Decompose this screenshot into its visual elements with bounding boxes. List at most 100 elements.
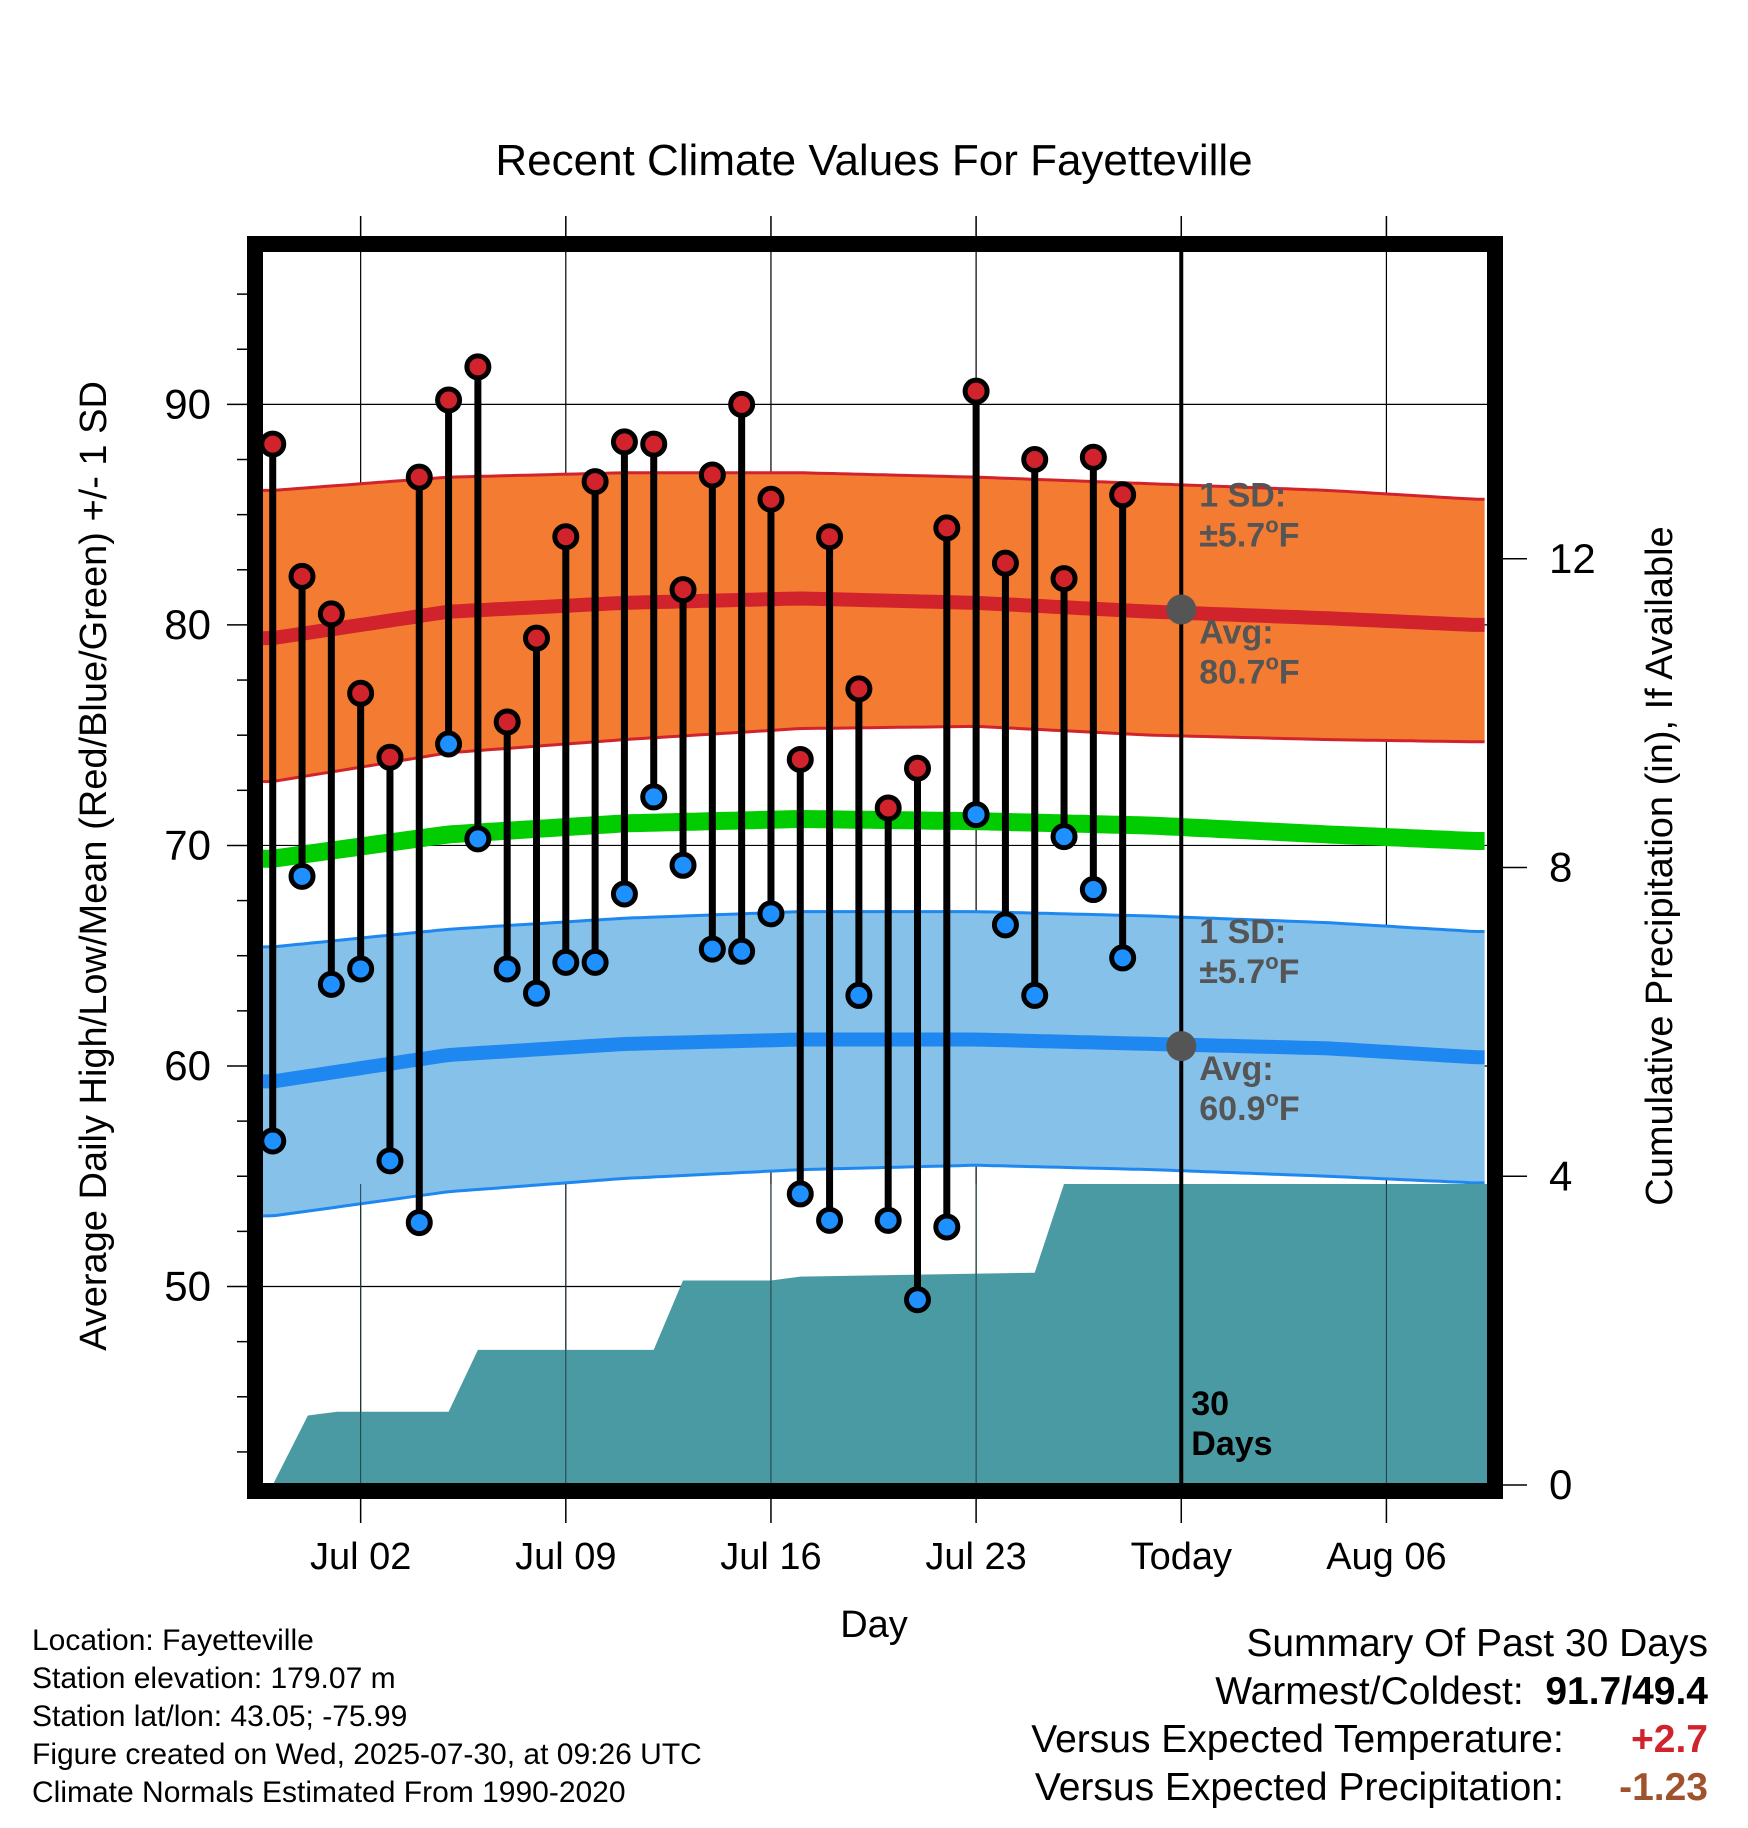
daily-low-point xyxy=(1079,876,1107,904)
info-normals: Climate Normals Estimated From 1990-2020 xyxy=(32,1776,626,1809)
y-tick-label: 90 xyxy=(164,380,211,427)
daily-high-point xyxy=(698,461,726,489)
plot-content xyxy=(261,250,1489,1485)
daily-high-point xyxy=(435,386,463,414)
plot-frame xyxy=(247,236,1503,1499)
daily-high-point xyxy=(1050,565,1078,593)
station-info: Location: Fayetteville Station elevation… xyxy=(32,1622,702,1812)
x-axis-label: Day xyxy=(840,1604,908,1646)
y-tick-label: 70 xyxy=(164,821,211,868)
temp-label: Versus Expected Temperature: xyxy=(1031,1718,1564,1761)
low-avg-annotation-1: 60.9oF xyxy=(1199,1086,1299,1128)
warm-cold-value: 91.7/49.4 xyxy=(1545,1670,1708,1713)
daily-high-point xyxy=(610,428,638,456)
y-tick-label: 50 xyxy=(164,1263,211,1310)
daily-low-point xyxy=(1109,944,1137,972)
daily-high-point xyxy=(991,549,1019,577)
daily-high-point xyxy=(288,562,316,590)
daily-low-point xyxy=(261,1127,287,1155)
daily-high-point xyxy=(552,523,580,551)
high-avg-today-marker xyxy=(1166,594,1197,625)
daily-low-point xyxy=(991,911,1019,939)
daily-low-point xyxy=(347,955,375,983)
daily-low-point xyxy=(1050,823,1078,851)
high-sd-lower-edge xyxy=(261,724,1485,783)
x-tick-label: Jul 09 xyxy=(515,1536,616,1578)
low-sd-annotation-1: ±5.7oF xyxy=(1199,949,1299,991)
y2-tick-label: 4 xyxy=(1549,1152,1572,1199)
daily-high-point xyxy=(816,523,844,551)
daily-high-point xyxy=(845,675,873,703)
precip-label: Versus Expected Precipitation: xyxy=(1034,1766,1564,1809)
y2-tick-label: 12 xyxy=(1549,535,1596,582)
daily-low-point xyxy=(464,825,492,853)
daily-low-point xyxy=(816,1206,844,1234)
daily-high-point xyxy=(903,754,931,782)
x-tick-label: Jul 23 xyxy=(925,1536,1026,1578)
precip-label-line1: 30 xyxy=(1191,1385,1229,1423)
daily-low-point xyxy=(493,955,521,983)
daily-low-point xyxy=(874,1206,902,1234)
daily-low-point xyxy=(903,1286,931,1314)
daily-low-point xyxy=(522,979,550,1007)
x-tick-label: Jul 16 xyxy=(720,1536,821,1578)
daily-low-point xyxy=(581,948,609,976)
x-tick-label: Aug 06 xyxy=(1326,1536,1446,1578)
daily-low-point xyxy=(317,970,345,998)
daily-high-point xyxy=(1021,446,1049,474)
daily-high-point xyxy=(405,463,433,491)
daily-low-point xyxy=(757,900,785,928)
high-avg-annotation-0: Avg: xyxy=(1199,613,1273,651)
high-sd-upper-edge xyxy=(261,471,1485,501)
y2-tick-label: 8 xyxy=(1549,844,1572,891)
daily-high-point xyxy=(1109,481,1137,509)
low-sd-upper-edge xyxy=(261,910,1485,949)
info-created: Figure created on Wed, 2025-07-30, at 09… xyxy=(32,1738,702,1771)
daily-low-point xyxy=(728,937,756,965)
daily-low-point xyxy=(933,1213,961,1241)
x-tick-label: Jul 02 xyxy=(310,1536,411,1578)
y2-tick-label: 0 xyxy=(1549,1461,1572,1508)
info-elevation: Station elevation: 179.07 m xyxy=(32,1662,396,1695)
summary-warm-cold: Warmest/Coldest: 91.7/49.4 xyxy=(1031,1668,1708,1716)
summary-temp: Versus Expected Temperature: +2.7 xyxy=(1031,1716,1708,1764)
high-avg-annotation-1: 80.7oF xyxy=(1199,649,1299,691)
daily-low-point xyxy=(610,880,638,908)
daily-high-point xyxy=(640,430,668,458)
daily-low-point xyxy=(845,981,873,1009)
daily-high-point xyxy=(464,353,492,381)
daily-low-point xyxy=(962,801,990,829)
low-sd-band xyxy=(261,911,1485,1216)
precip-label-line2: Days xyxy=(1191,1425,1272,1463)
temp-value: +2.7 xyxy=(1631,1718,1708,1761)
y2-axis-label: Cumulative Precipitation (in), If Availa… xyxy=(1639,526,1681,1205)
daily-low-point xyxy=(669,851,697,879)
low-avg-today-marker xyxy=(1166,1031,1197,1062)
daily-low-point xyxy=(435,730,463,758)
daily-high-point xyxy=(581,468,609,496)
summary-precip: Versus Expected Precipitation: -1.23 xyxy=(1031,1764,1708,1812)
daily-high-point xyxy=(376,743,404,771)
daily-high-point xyxy=(728,390,756,418)
daily-high-point xyxy=(962,377,990,405)
daily-low-point xyxy=(786,1180,814,1208)
warm-cold-label: Warmest/Coldest: xyxy=(1215,1670,1524,1713)
low-avg-annotation-0: Avg: xyxy=(1199,1050,1273,1088)
daily-low-point xyxy=(376,1147,404,1175)
daily-high-point xyxy=(522,624,550,652)
summary-title: Summary Of Past 30 Days xyxy=(1246,1622,1708,1665)
precip-value: -1.23 xyxy=(1619,1766,1708,1809)
summary-panel: Summary Of Past 30 Days Warmest/Coldest:… xyxy=(1031,1620,1708,1812)
daily-low-point xyxy=(1021,981,1049,1009)
mean-avg-line xyxy=(261,809,1485,868)
daily-high-point xyxy=(1079,443,1107,471)
low-sd-annotation-0: 1 SD: xyxy=(1199,913,1286,951)
daily-high-point xyxy=(669,576,697,604)
daily-low-point xyxy=(288,862,316,890)
daily-high-point xyxy=(261,430,287,458)
chart-title: Recent Climate Values For Fayetteville xyxy=(495,136,1252,185)
precip-area xyxy=(263,1184,1489,1485)
info-latlon: Station lat/lon: 43.05; -75.99 xyxy=(32,1700,408,1733)
